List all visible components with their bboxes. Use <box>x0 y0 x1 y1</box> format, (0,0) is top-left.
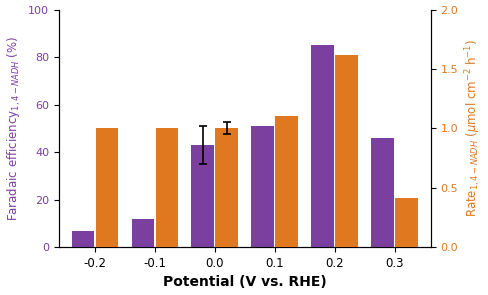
Bar <box>275 117 298 247</box>
Bar <box>394 199 417 247</box>
Bar <box>251 126 274 247</box>
Bar <box>370 138 393 247</box>
Bar <box>215 128 238 247</box>
X-axis label: Potential (V vs. RHE): Potential (V vs. RHE) <box>163 276 326 289</box>
Y-axis label: Rate$_{1,4-NADH}$ ($\mu$mol cm$^{-2}$ h$^{-1}$): Rate$_{1,4-NADH}$ ($\mu$mol cm$^{-2}$ h$… <box>463 39 483 217</box>
Bar <box>191 145 214 247</box>
Y-axis label: Faradaic efficiency$_{1,4-NADH}$ (%): Faradaic efficiency$_{1,4-NADH}$ (%) <box>5 36 23 221</box>
Bar <box>95 128 118 247</box>
Bar <box>335 55 357 247</box>
Bar <box>311 45 333 247</box>
Bar <box>155 128 178 247</box>
Bar <box>71 230 94 247</box>
Bar <box>131 219 154 247</box>
